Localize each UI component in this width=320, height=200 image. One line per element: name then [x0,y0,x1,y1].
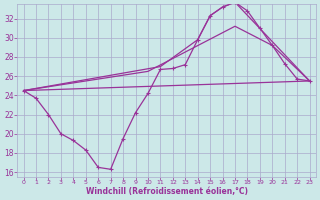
X-axis label: Windchill (Refroidissement éolien,°C): Windchill (Refroidissement éolien,°C) [86,187,248,196]
